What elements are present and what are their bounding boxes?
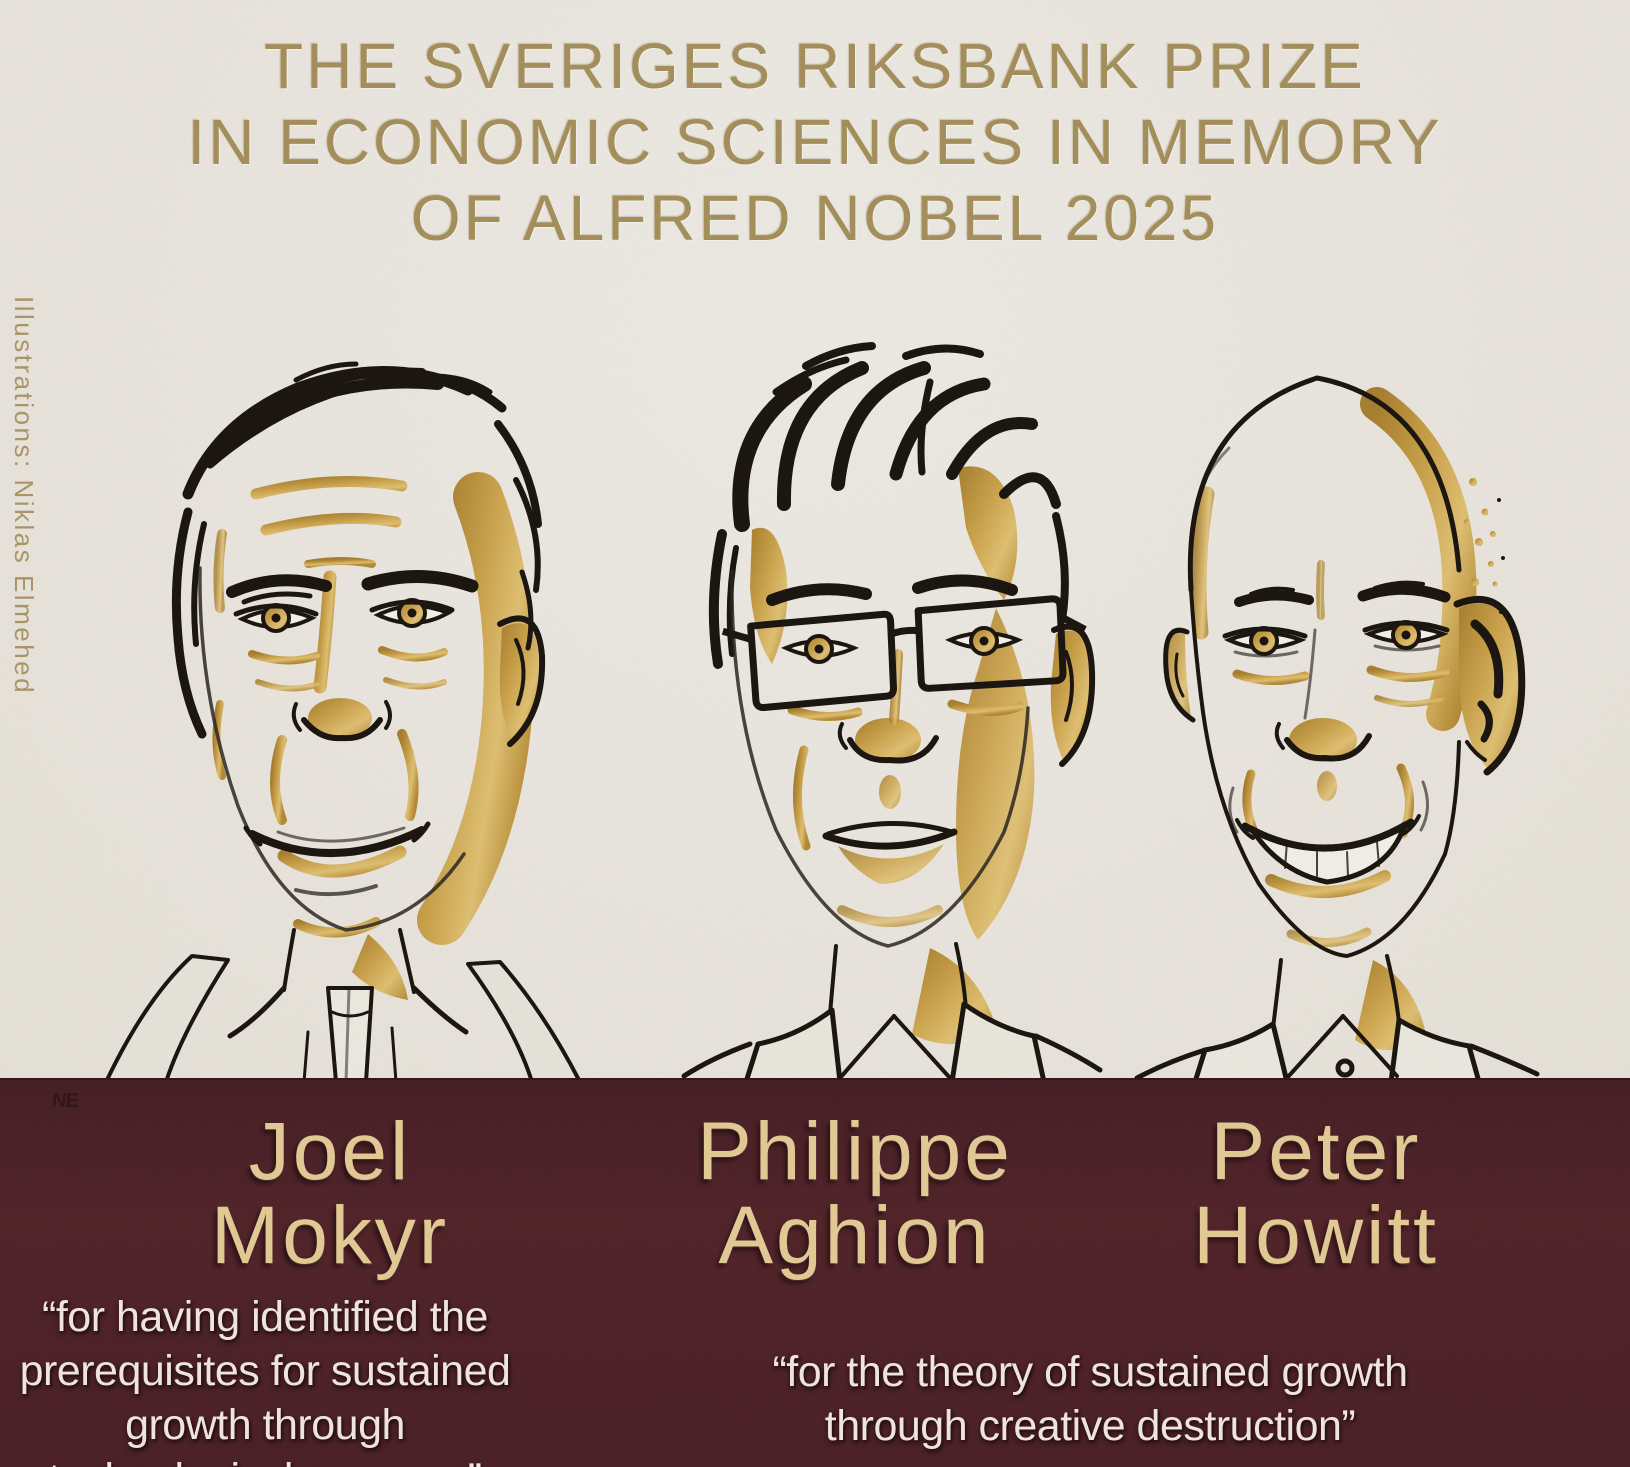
laureate-first-name: Joel	[248, 1106, 412, 1197]
citation-line: growth through	[125, 1401, 405, 1449]
prize-title-line-1: THE SVERIGES RIKSBANK PRIZE	[264, 30, 1366, 102]
citation-aghion-howitt: “for the theory of sustained growth thro…	[640, 1345, 1540, 1453]
prize-title-line-3: OF ALFRED NOBEL 2025	[410, 182, 1220, 254]
laureate-first-name: Peter	[1210, 1106, 1422, 1197]
citation-line: “for having identified the	[42, 1293, 488, 1341]
portrait-philippe-aghion	[681, 342, 1103, 1082]
laureate-first-name: Philippe	[697, 1106, 1013, 1197]
prize-title-line-2: IN ECONOMIC SCIENCES IN MEMORY	[187, 106, 1443, 178]
laureate-name-joel-mokyr: Joel Mokyr	[90, 1110, 570, 1278]
laureate-name-philippe-aghion: Philippe Aghion	[615, 1110, 1095, 1278]
portrait-joel-mokyr	[104, 361, 582, 1082]
citation-line: through creative destruction”	[824, 1402, 1356, 1450]
portrait-peter-howitt	[1134, 375, 1540, 1082]
citation-mokyr: “for having identified the prerequisites…	[0, 1290, 530, 1467]
laureate-last-name: Mokyr	[210, 1190, 450, 1281]
citation-line: technological progress”	[0, 1452, 530, 1467]
illustration-credit: Illustrations: Niklas Elmehed	[9, 296, 39, 696]
artist-signature: NE	[50, 1090, 80, 1112]
citation-line: “for the theory of sustained growth	[772, 1348, 1408, 1396]
citation-line: prerequisites for sustained	[19, 1347, 511, 1395]
laureate-last-name: Howitt	[1193, 1190, 1439, 1281]
prize-title: THE SVERIGES RIKSBANK PRIZE IN ECONOMIC …	[0, 28, 1630, 256]
laureate-name-peter-howitt: Peter Howitt	[1076, 1110, 1556, 1278]
laureate-last-name: Aghion	[718, 1190, 992, 1281]
